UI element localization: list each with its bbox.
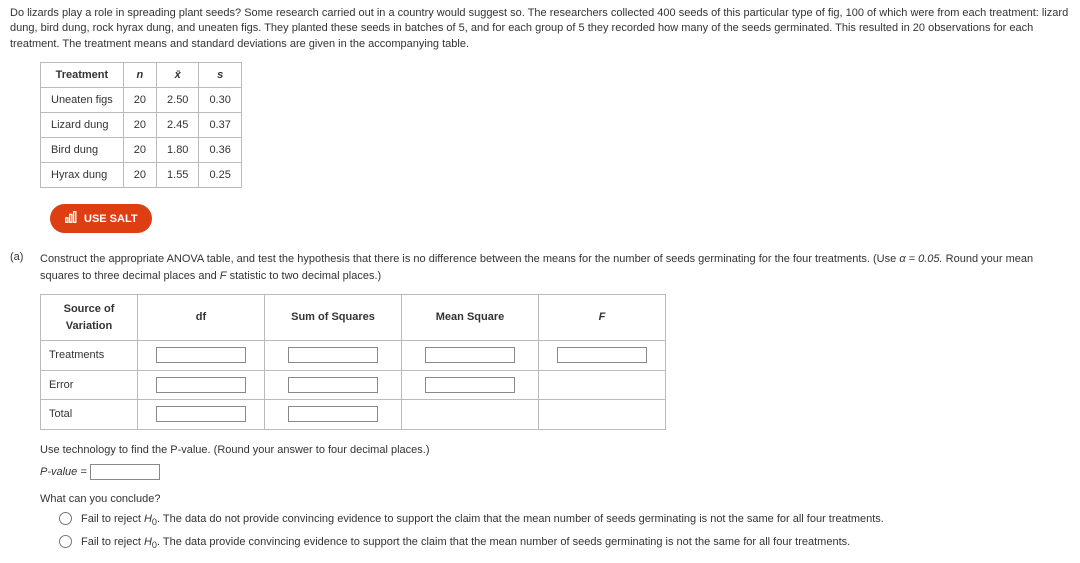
pvalue-prompt: Use technology to find the P-value. (Rou… [40,442,1070,459]
table-row: Uneaten figs 20 2.50 0.30 [41,88,242,113]
table-row: Lizard dung 20 2.45 0.37 [41,113,242,138]
anova-row-treatments: Treatments [41,341,666,371]
input-treatments-df[interactable] [156,347,246,363]
part-a-text: Construct the appropriate ANOVA table, a… [40,251,1070,284]
input-total-df[interactable] [156,406,246,422]
anova-row-total: Total [41,400,666,430]
conclude-option-2[interactable]: Fail to reject H0. The data provide conv… [54,534,1070,553]
table-row: Hyrax dung 20 1.55 0.25 [41,163,242,188]
col-s: s [199,63,241,88]
conclude-option-1[interactable]: Fail to reject H0. The data do not provi… [54,511,1070,530]
use-salt-button[interactable]: USE SALT [50,204,152,233]
col-xbar: x̄ [157,63,199,88]
part-a-label: (a) [10,251,30,557]
anova-col-ms: Mean Square [402,295,539,341]
input-treatments-ms[interactable] [425,347,515,363]
chart-icon [64,210,78,227]
anova-col-ss: Sum of Squares [265,295,402,341]
anova-table: Source of Variation df Sum of Squares Me… [40,294,666,430]
col-treatment: Treatment [41,63,124,88]
problem-intro: Do lizards play a role in spreading plan… [10,6,1070,52]
input-total-ss[interactable] [288,406,378,422]
anova-col-df: df [138,295,265,341]
input-error-ms[interactable] [425,377,515,393]
input-error-df[interactable] [156,377,246,393]
input-pvalue[interactable] [90,464,160,480]
col-n: n [123,63,156,88]
conclude-option-2-text: Fail to reject H0. The data provide conv… [81,534,850,553]
input-treatments-f[interactable] [557,347,647,363]
anova-col-f: F [539,295,666,341]
conclude-option-1-text: Fail to reject H0. The data do not provi… [81,511,884,530]
treatment-data-table: Treatment n x̄ s Uneaten figs 20 2.50 0.… [40,62,242,188]
radio-option-2[interactable] [59,535,72,548]
anova-row-error: Error [41,370,666,400]
input-treatments-ss[interactable] [288,347,378,363]
radio-option-1[interactable] [59,512,72,525]
pvalue-line: P-value = [40,464,1070,481]
use-salt-label: USE SALT [84,213,138,225]
conclude-prompt: What can you conclude? [40,491,1070,508]
table-row: Bird dung 20 1.80 0.36 [41,138,242,163]
input-error-ss[interactable] [288,377,378,393]
anova-col-source: Source of Variation [41,295,138,341]
